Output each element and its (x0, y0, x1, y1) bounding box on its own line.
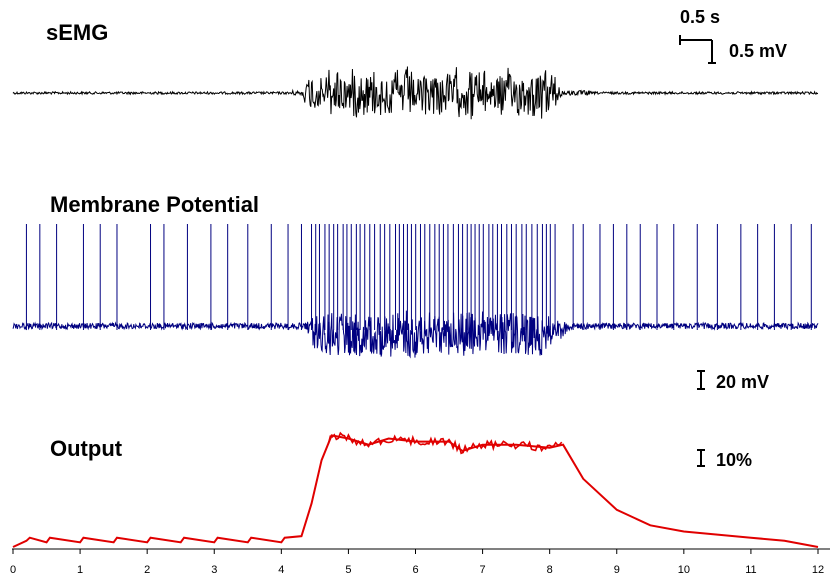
x-tick-label: 3 (211, 564, 217, 576)
x-tick-label: 11 (745, 564, 756, 576)
membrane-potential-title: Membrane Potential (50, 192, 259, 217)
x-tick-label: 4 (278, 564, 284, 576)
x-tick-label: 1 (77, 564, 83, 576)
x-tick-label: 10 (678, 564, 690, 576)
time-scale-label: 0.5 s (680, 7, 720, 27)
output-trace-group (12, 431, 819, 548)
membrane-potential-baseline (12, 310, 819, 359)
output-title: Output (50, 436, 123, 461)
membrane-scale-label: 20 mV (716, 372, 769, 392)
x-tick-label: 2 (144, 564, 150, 576)
x-tick-label: 5 (345, 564, 351, 576)
x-tick-label: 12 (812, 564, 824, 576)
x-tick-label: 7 (480, 564, 486, 576)
x-tick-label: 8 (547, 564, 553, 576)
time-scale-bar (679, 35, 716, 64)
semg-trace-group (12, 66, 819, 120)
x-tick-label: 9 (614, 564, 620, 576)
membrane-scale-bar (697, 370, 705, 390)
output-scale-label: 10% (716, 450, 752, 470)
membrane-potential-trace-group (12, 224, 819, 359)
semg-scale-label: 0.5 mV (729, 41, 787, 61)
semg-series-line (12, 66, 819, 120)
x-tick-label: 6 (412, 564, 418, 576)
output-scale-bar (697, 449, 705, 467)
x-tick-label: 0 (10, 564, 16, 576)
semg-title: sEMG (46, 20, 108, 45)
output-series-line (12, 434, 819, 548)
x-axis: 0 1 2 3 4 5 6 7 8 9 10 11 12 (10, 548, 830, 576)
output-plateau-detail (327, 431, 563, 455)
